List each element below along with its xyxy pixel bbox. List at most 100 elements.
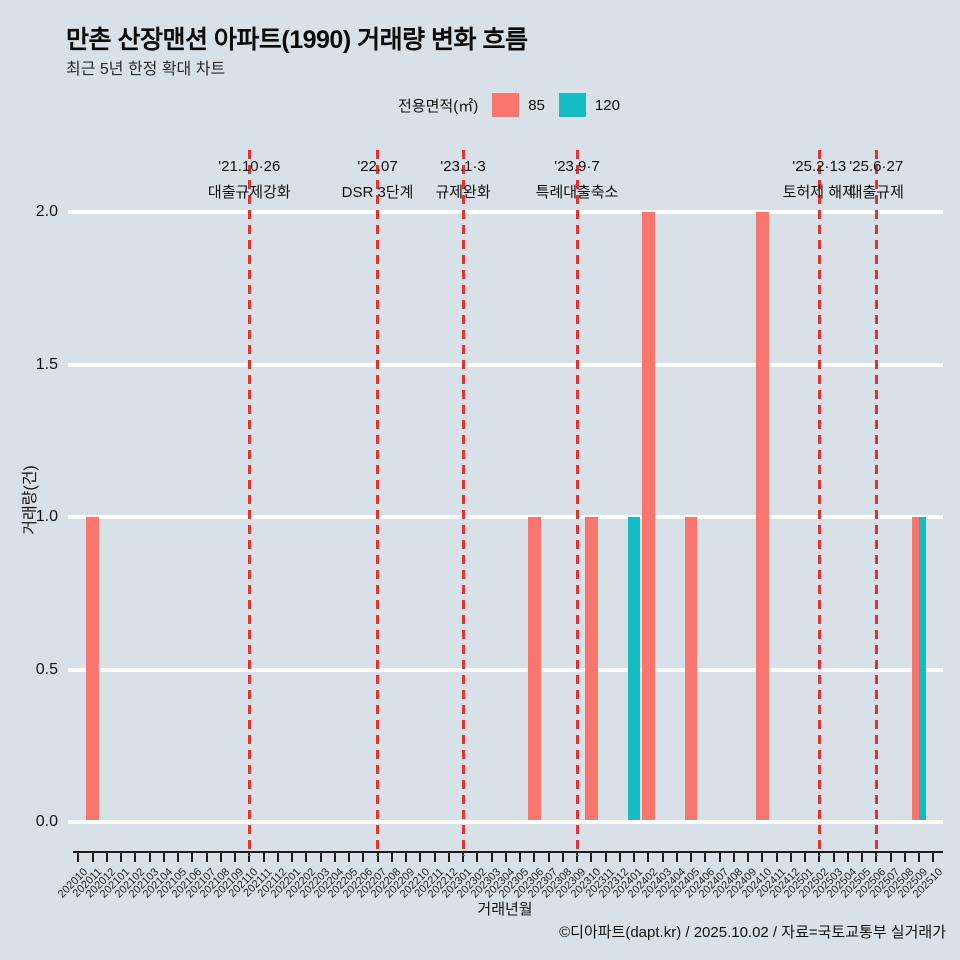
x-tick <box>490 852 493 862</box>
x-tick <box>775 852 778 862</box>
x-tick <box>276 852 279 862</box>
x-tick <box>832 852 835 862</box>
event-line <box>461 150 465 856</box>
x-tick <box>718 852 721 862</box>
x-tick <box>576 852 579 862</box>
x-tick <box>148 852 151 862</box>
x-tick <box>618 852 621 862</box>
bar-series-85 <box>755 212 769 820</box>
bar-series-120 <box>919 517 927 820</box>
event-date: '21.10·26 <box>218 158 281 175</box>
x-tick <box>704 852 707 862</box>
y-tick-label: 0.5 <box>35 660 58 678</box>
page-title: 만촌 산장맨션 아파트(1990) 거래량 변화 흐름 <box>66 26 528 54</box>
x-axis-line <box>73 851 943 853</box>
event-label: 대출규제 <box>848 184 904 201</box>
x-tick <box>234 852 237 862</box>
x-tick <box>647 852 650 862</box>
event-date: '23.9·7 <box>554 158 600 175</box>
legend: 전용면적(㎡) 85 120 <box>398 92 620 118</box>
legend-swatch-85 <box>492 93 520 117</box>
bar-series-120 <box>627 517 641 820</box>
event-line <box>575 150 579 856</box>
x-tick <box>804 852 807 862</box>
y-tick-label: 1.0 <box>35 508 58 525</box>
event-date: '25.2·13 <box>792 158 847 175</box>
event-label: 대출규제강화 <box>207 184 291 201</box>
event-date: '25.6·27 <box>849 158 904 175</box>
x-tick <box>319 852 322 862</box>
x-tick <box>661 852 664 862</box>
bar-series-85 <box>584 517 598 820</box>
event-label: 특례대출축소 <box>535 184 619 201</box>
x-tick <box>262 852 265 862</box>
x-tick <box>476 852 479 862</box>
x-tick <box>177 852 180 862</box>
x-tick <box>77 852 80 862</box>
legend-title: 전용면적(㎡) <box>398 97 479 115</box>
x-tick <box>903 852 906 862</box>
x-tick <box>732 852 735 862</box>
gridline <box>68 667 943 672</box>
bar-series-85 <box>527 517 541 820</box>
x-tick <box>134 852 137 862</box>
x-tick <box>590 852 593 862</box>
x-tick <box>91 852 94 862</box>
x-tick <box>604 852 607 862</box>
x-tick <box>348 852 351 862</box>
legend-items: 85 120 <box>478 93 620 117</box>
x-tick <box>305 852 308 862</box>
x-tick <box>675 852 678 862</box>
x-tick <box>219 852 222 862</box>
event-line <box>817 150 821 856</box>
x-tick <box>462 852 465 862</box>
x-tick <box>547 852 550 862</box>
x-tick <box>761 852 764 862</box>
x-tick <box>818 852 821 862</box>
x-tick <box>918 852 921 862</box>
gridline <box>68 210 943 214</box>
x-tick <box>390 852 393 862</box>
event-label: 규제완화 <box>435 184 491 201</box>
event-label: 토허제 해제 <box>782 184 856 201</box>
gridline <box>68 820 943 824</box>
x-tick <box>291 852 294 862</box>
x-tick <box>376 852 379 862</box>
x-tick <box>789 852 792 862</box>
event-date: '23.1·3 <box>440 158 486 175</box>
x-tick <box>333 852 336 862</box>
x-tick <box>248 852 251 862</box>
footer-credit: ©디아파트(dapt.kr) / 2025.10.02 / 자료=국토교통부 실… <box>559 924 946 941</box>
x-tick <box>405 852 408 862</box>
x-tick <box>561 852 564 862</box>
event-date: '22.07 <box>357 158 398 175</box>
event-line <box>247 150 251 856</box>
x-tick <box>519 852 522 862</box>
legend-item-label: 120 <box>594 96 620 114</box>
x-tick <box>932 852 935 862</box>
y-tick-label: 1.5 <box>35 355 58 373</box>
chart-subtitle: 최근 5년 한정 확대 차트 <box>66 61 226 78</box>
bar-series-85 <box>684 517 698 820</box>
legend-swatch-120 <box>558 93 586 117</box>
x-tick <box>633 852 636 862</box>
y-tick-label: 2.0 <box>35 203 58 220</box>
y-tick-label: 0.0 <box>35 813 58 830</box>
bar-series-85 <box>641 212 655 820</box>
x-tick <box>447 852 450 862</box>
x-tick <box>105 852 108 862</box>
x-tick <box>419 852 422 862</box>
x-tick <box>747 852 750 862</box>
x-tick <box>120 852 123 862</box>
x-tick <box>846 852 849 862</box>
x-tick <box>504 852 507 862</box>
y-axis-title: 거래량(건) <box>22 465 39 535</box>
x-axis-title: 거래년월 <box>477 901 533 918</box>
gridline <box>68 362 943 367</box>
x-tick <box>362 852 365 862</box>
x-tick <box>533 852 536 862</box>
x-tick <box>875 852 878 862</box>
x-tick <box>889 852 892 862</box>
legend-item-label: 85 <box>528 96 545 114</box>
